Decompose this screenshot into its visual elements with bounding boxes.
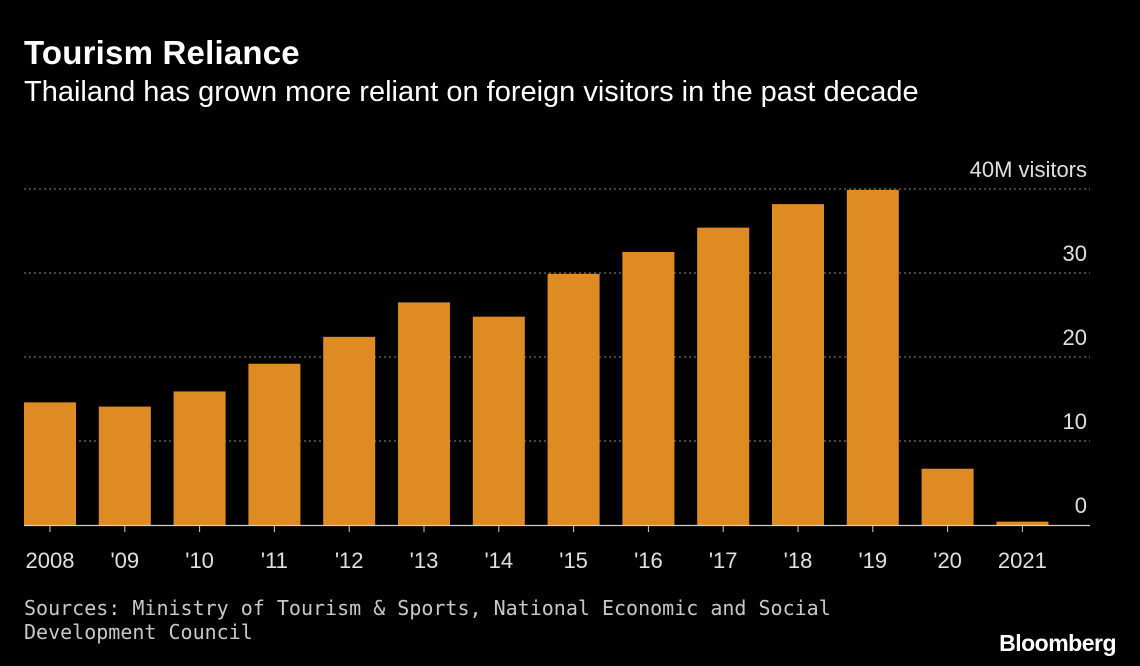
x-axis <box>24 524 1090 532</box>
x-tick-label: '19 <box>858 548 887 573</box>
bar-12 <box>323 336 376 525</box>
bar-2008 <box>24 402 76 525</box>
x-tick-label: '16 <box>634 548 663 573</box>
bar-16 <box>622 252 675 525</box>
x-tick-label: '12 <box>335 548 364 573</box>
x-tick-label: '11 <box>261 548 288 573</box>
y-tick-label: 10 <box>1063 409 1087 434</box>
x-tick-label: 2021 <box>998 548 1047 573</box>
x-tick-label: '18 <box>784 548 813 573</box>
bar-2021 <box>996 521 1049 525</box>
x-tick-label: '15 <box>559 548 588 573</box>
bar-09 <box>98 406 151 525</box>
bar-20 <box>921 468 974 525</box>
bars <box>24 189 1049 525</box>
y-tick-label: 0 <box>1075 493 1087 518</box>
x-tick-label: '13 <box>410 548 439 573</box>
y-tick-label: 40M visitors <box>970 157 1087 182</box>
y-axis-labels: 0 10 20 30 40M visitors <box>970 157 1087 518</box>
bar-15 <box>547 273 600 525</box>
chart-subtitle: Thailand has grown more reliant on forei… <box>24 76 919 108</box>
x-tick-label: '20 <box>933 548 962 573</box>
chart-title: Tourism Reliance <box>24 34 300 71</box>
bloomberg-logo: Bloomberg <box>999 630 1116 656</box>
bar-10 <box>173 391 226 525</box>
x-tick-label: '09 <box>110 548 139 573</box>
x-axis-labels: 2008 '09 '10 '11 '12 '13 '14 '15 '16 '17 '18 '19 '20… <box>26 548 1047 573</box>
bar-19 <box>846 189 899 525</box>
bar-11 <box>248 363 301 525</box>
y-tick-label: 20 <box>1063 325 1087 350</box>
x-tick-label: 2008 <box>26 548 75 573</box>
y-tick-label: 30 <box>1063 241 1087 266</box>
bar-14 <box>472 316 525 525</box>
x-tick-label: '14 <box>484 548 513 573</box>
x-tick-label: '10 <box>185 548 214 573</box>
bar-18 <box>772 204 824 525</box>
bar-13 <box>398 302 450 525</box>
bar-17 <box>697 227 750 525</box>
x-tick-label: '17 <box>709 548 738 573</box>
source-note: Sources: Ministry of Tourism & Sports, N… <box>24 596 831 644</box>
